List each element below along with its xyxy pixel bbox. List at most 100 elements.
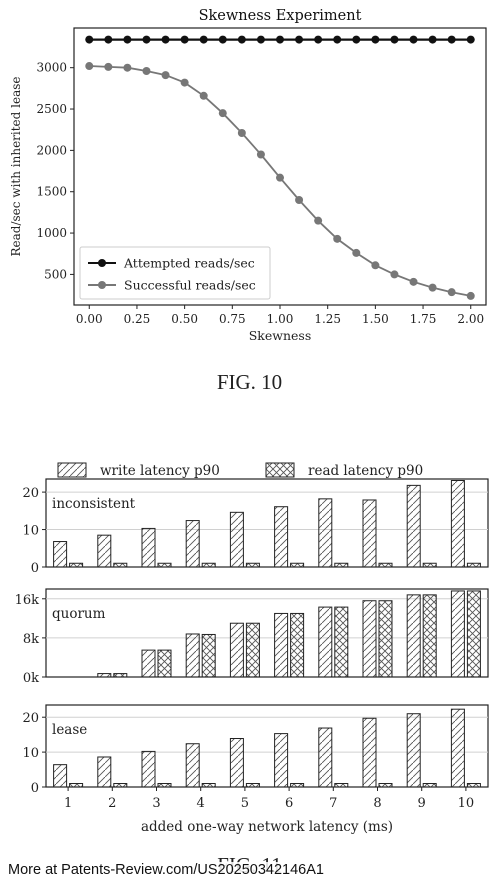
bar-read bbox=[245, 622, 260, 678]
y-tick-label: 20 bbox=[22, 711, 39, 726]
legend-box bbox=[79, 246, 271, 300]
x-tick-label: 2.00 bbox=[457, 312, 484, 326]
bar-read bbox=[422, 783, 437, 788]
data-point bbox=[161, 35, 170, 44]
source-footer: More at Patents-Review.com/US20250342146… bbox=[6, 862, 326, 878]
bar-write bbox=[274, 612, 289, 678]
bar-write bbox=[274, 506, 289, 568]
x-axis-label: added one-way network latency (ms) bbox=[141, 819, 393, 835]
panel-label: inconsistent bbox=[52, 496, 136, 512]
legend-label: Successful reads/sec bbox=[124, 278, 256, 293]
data-point bbox=[371, 261, 380, 270]
bar-read bbox=[290, 783, 305, 788]
bar-write bbox=[362, 600, 377, 678]
data-point bbox=[276, 173, 284, 182]
bar-read bbox=[466, 783, 481, 788]
bar-read bbox=[422, 562, 437, 568]
y-tick-label: 16k bbox=[15, 593, 40, 608]
chart-title: Skewness Experiment bbox=[199, 8, 362, 24]
x-tick-label: 8 bbox=[373, 796, 381, 811]
bar-read bbox=[378, 562, 393, 568]
bar-read bbox=[201, 562, 216, 568]
y-tick-label: 500 bbox=[44, 267, 67, 281]
bar-read bbox=[290, 612, 305, 678]
x-tick-label: 1.25 bbox=[314, 312, 341, 326]
data-point bbox=[295, 35, 304, 44]
data-point bbox=[390, 35, 399, 44]
data-point bbox=[85, 62, 94, 71]
data-point bbox=[352, 248, 361, 257]
data-point bbox=[295, 195, 304, 204]
data-point bbox=[256, 150, 265, 159]
panel-label: quorum bbox=[52, 606, 106, 622]
y-tick-label: 3000 bbox=[36, 61, 67, 75]
data-point bbox=[237, 35, 246, 44]
y-tick-label: 10 bbox=[22, 746, 39, 761]
bar-read bbox=[334, 783, 349, 788]
x-tick-label: 5 bbox=[241, 796, 249, 811]
legend-swatch-marker bbox=[98, 259, 106, 267]
data-point bbox=[466, 35, 475, 44]
x-tick-label: 0.00 bbox=[76, 312, 103, 326]
panel-frame-quorum bbox=[45, 588, 489, 678]
bar-write bbox=[97, 756, 112, 788]
bar-read bbox=[245, 562, 260, 568]
y-tick-label: 1000 bbox=[36, 226, 67, 240]
y-tick-label: 0k bbox=[23, 671, 39, 686]
data-point bbox=[333, 35, 342, 44]
data-point bbox=[314, 216, 323, 225]
bar-write bbox=[406, 594, 421, 678]
bar-read bbox=[69, 562, 84, 568]
data-point bbox=[104, 35, 113, 44]
data-point bbox=[237, 129, 246, 138]
data-point bbox=[390, 270, 399, 279]
bar-write bbox=[229, 511, 244, 568]
bar-write bbox=[185, 633, 200, 678]
data-point bbox=[161, 71, 170, 80]
data-point bbox=[123, 63, 132, 72]
data-point bbox=[314, 35, 323, 44]
x-tick-label: 1.50 bbox=[362, 312, 389, 326]
bar-write bbox=[97, 534, 112, 568]
x-tick-label: 6 bbox=[285, 796, 293, 811]
x-axis-label: Skewness bbox=[249, 328, 312, 343]
legend-swatch-marker bbox=[98, 281, 106, 289]
bar-write bbox=[318, 606, 333, 678]
bar-write bbox=[141, 649, 156, 678]
data-point bbox=[447, 35, 456, 44]
data-point bbox=[409, 277, 418, 286]
bar-read bbox=[157, 562, 172, 568]
bar-read bbox=[334, 562, 349, 568]
x-tick-label: 3 bbox=[152, 796, 160, 811]
x-tick-label: 1.00 bbox=[267, 312, 294, 326]
bar-write bbox=[185, 743, 200, 788]
y-tick-label: 0 bbox=[31, 781, 39, 796]
data-point bbox=[466, 291, 475, 300]
data-point bbox=[428, 35, 437, 44]
bar-write bbox=[318, 498, 333, 568]
x-tick-label: 0.25 bbox=[124, 312, 151, 326]
data-point bbox=[218, 35, 227, 44]
bar-write bbox=[274, 733, 289, 788]
bar-read bbox=[290, 562, 305, 568]
legend-label: write latency p90 bbox=[100, 463, 220, 479]
data-point bbox=[180, 78, 189, 87]
bar-write bbox=[141, 527, 156, 568]
skewness-chart: Skewness Experiment 0.00 0.25 0.50 0.75 1.00 1… bbox=[9, 8, 487, 343]
bar-read bbox=[334, 606, 349, 678]
x-tick-label: 0.75 bbox=[219, 312, 246, 326]
y-tick-label: 10 bbox=[22, 524, 39, 539]
y-tick-label: 0 bbox=[31, 561, 39, 576]
legend-swatch bbox=[57, 462, 87, 478]
data-point bbox=[199, 91, 208, 100]
legend-swatch bbox=[265, 462, 295, 478]
bar-write bbox=[450, 479, 465, 568]
panel-label: lease bbox=[52, 722, 87, 738]
x-tick-label: 0.50 bbox=[171, 312, 198, 326]
x-tick-label: 2 bbox=[108, 796, 116, 811]
bar-read bbox=[466, 590, 481, 678]
x-tick-label: 7 bbox=[329, 796, 337, 811]
bar-read bbox=[378, 600, 393, 678]
bar-read bbox=[157, 649, 172, 678]
bar-write bbox=[406, 484, 421, 568]
